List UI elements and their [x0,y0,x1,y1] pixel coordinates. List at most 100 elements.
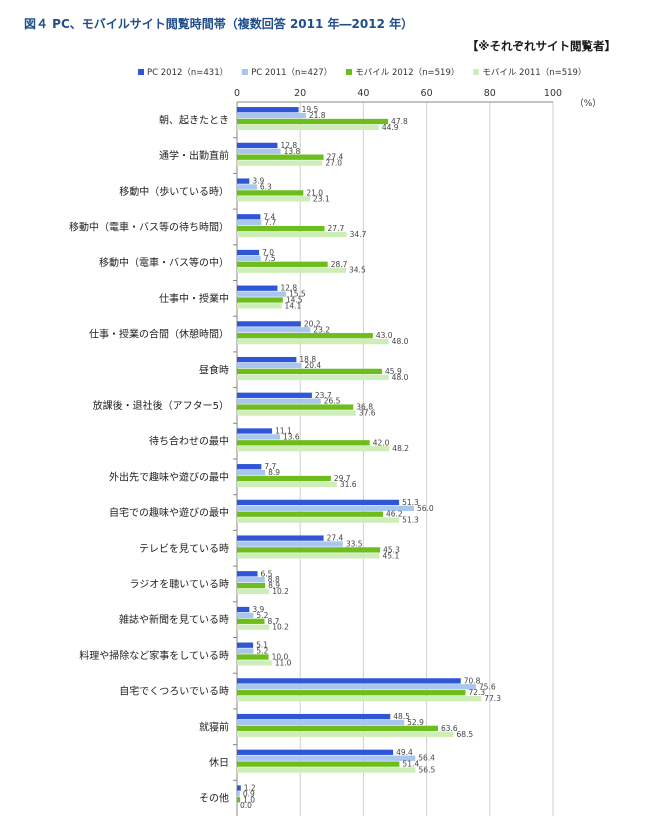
bar-value-label: 34.5 [349,266,366,275]
bar [237,761,400,767]
legend-item-pc2012: PC 2012（n=431） [138,66,228,78]
category-label: 休日 [209,757,229,769]
bar [237,690,466,696]
bar-value-label: 8.7 [267,617,279,626]
bar [237,767,416,773]
bar [237,660,272,666]
x-tick-label: 40 [357,88,369,99]
bar [237,190,304,196]
bar-value-label: 44.9 [382,123,399,132]
bar [237,499,400,506]
bar-value-label: 27.0 [325,159,342,168]
bar [237,356,297,363]
bar [237,588,270,595]
bar [237,547,381,553]
x-tick-label: 20 [294,88,306,99]
bar-value-label: 13.6 [283,432,300,441]
bar [237,392,312,398]
bar [237,285,278,291]
bar [237,612,254,619]
category-label: 自宅での趣味や遊びの最中 [109,506,229,519]
bar [237,582,266,589]
bar-value-label: 8.9 [268,581,280,590]
bar [237,160,323,166]
bar-value-label: 46.2 [386,510,403,519]
category-label: 移動中（電車・バス等の待ち時間） [69,220,229,233]
bar-value-label: 20.2 [304,319,321,328]
bar [237,303,282,309]
category-label: 自宅でくつろいでいる時 [119,685,229,698]
bar-value-label: 68.5 [456,730,473,739]
bar [237,624,270,630]
bar-value-label: 56.0 [417,504,434,513]
bar-value-label: 56.5 [419,765,436,774]
bar [237,321,301,327]
bar [237,333,373,339]
bar-value-label: 14.5 [286,295,303,304]
bar-value-label: 20.4 [304,361,321,370]
bar [237,154,324,160]
bar-value-label: 42.0 [373,438,390,447]
bar-value-label: 21.0 [306,188,323,197]
bar [237,785,241,791]
x-tick-label: 80 [484,88,496,99]
legend-label: PC 2012（n=431） [147,68,229,78]
category-label: テレビを見ている時 [139,543,229,555]
bar [237,475,331,482]
bar-value-label: 5.2 [256,647,268,656]
bar-value-label: 7.7 [264,218,276,227]
legend-item-pc2011: PC 2011（n=427） [242,66,332,78]
bar-value-label: 43.0 [376,331,393,340]
bar-value-label: 51.4 [402,760,419,769]
bar-value-label: 6.5 [261,569,273,578]
bar-value-label: 36.8 [356,403,373,412]
bar [237,606,250,613]
bar [237,255,261,262]
bar [237,648,254,654]
bar [237,755,416,761]
category-label: 放課後・退社後（アフター5） [93,399,229,412]
bar-value-label: 10.0 [272,652,289,661]
bar-value-label: 27.4 [327,534,344,543]
bar-value-label: 70.8 [464,676,481,685]
bar [237,225,325,232]
category-label: 通学・出勤直前 [159,149,229,162]
legend: PC 2012（n=431） PC 2011（n=427） モバイル 2012（… [138,66,618,78]
bar-value-label: 48.5 [393,712,410,721]
bar [237,642,254,648]
bar [237,404,354,410]
category-label: 雑誌や新聞を見ている時 [119,613,229,626]
bar-value-label: 23.2 [313,325,330,334]
legend-item-mobile2012: モバイル 2012（n=519） [346,66,459,78]
bar [237,553,380,559]
bar [237,713,391,720]
bar-value-label: 21.8 [309,111,326,120]
legend-swatch [473,69,480,75]
bar-value-label: 45.9 [385,367,402,376]
bar [237,511,383,517]
bar-value-label: 33.5 [346,539,363,548]
category-label: 仕事中・授業中 [159,292,229,305]
bar [237,464,262,470]
bar-value-label: 26.5 [324,397,341,406]
bar-value-label: 45.1 [383,551,400,560]
bar-value-label: 0.0 [240,801,252,810]
bar-value-label: 1.2 [244,783,256,792]
legend-item-mobile2011: モバイル 2011（n=519） [473,66,586,78]
bar [237,571,258,577]
bar [237,797,241,803]
bar-value-label: 13.8 [284,147,301,156]
bar [237,261,328,267]
bar [237,267,347,273]
bar [237,148,281,154]
bar [237,124,379,131]
bar [237,749,394,755]
bar-value-label: 52.9 [407,718,424,727]
bar [237,446,390,452]
bar [237,398,321,404]
bar [237,434,280,440]
bar [237,731,454,737]
bar [237,428,273,434]
bar-value-label: 1.0 [243,795,255,804]
bar-value-label: 77.3 [484,694,501,703]
